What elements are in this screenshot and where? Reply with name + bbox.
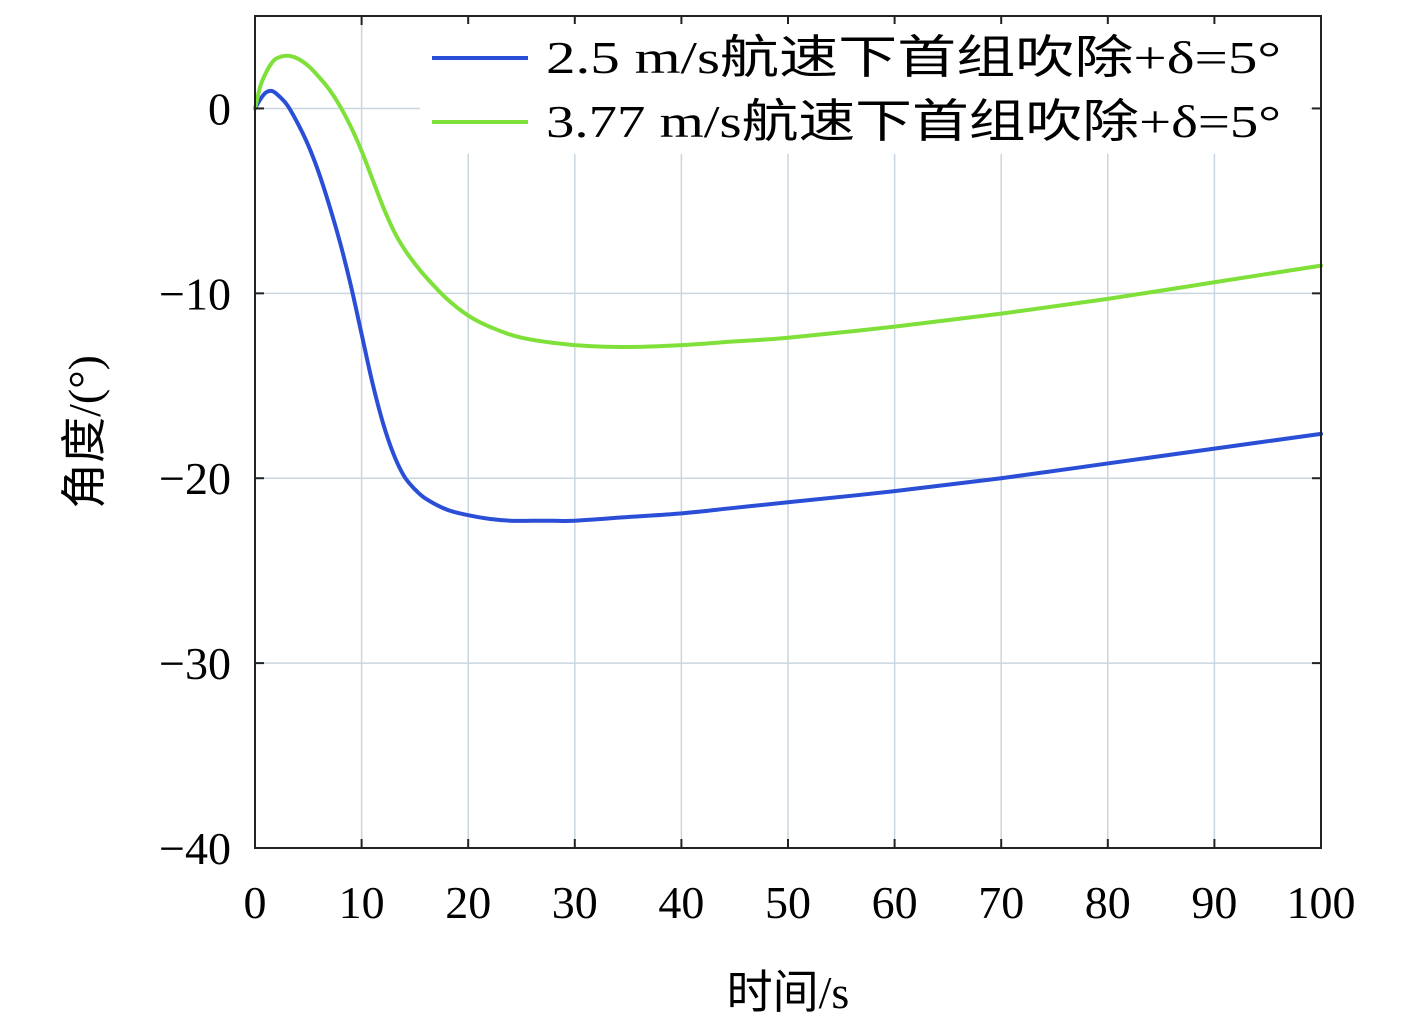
x-tick-label: 100 bbox=[1287, 877, 1356, 928]
x-tick-label: 40 bbox=[658, 877, 704, 928]
legend-label-2: 3.77 m/s航速下首组吹除+δ=5° bbox=[546, 96, 1281, 147]
x-tick-label: 70 bbox=[978, 877, 1024, 928]
x-tick-label: 0 bbox=[244, 877, 267, 928]
x-tick-label: 90 bbox=[1191, 877, 1237, 928]
y-tick-label: 0 bbox=[208, 83, 231, 134]
y-tick-label: −30 bbox=[159, 638, 231, 689]
series-line-2 bbox=[253, 53, 1323, 349]
x-tick-label: 50 bbox=[765, 877, 811, 928]
legend: 2.5 m/s航速下首组吹除+δ=5° 3.77 m/s航速下首组吹除+δ=5° bbox=[420, 24, 1310, 154]
tick-marks bbox=[254, 16, 1322, 849]
x-axis-title: 时间/s bbox=[727, 967, 850, 1018]
y-axis-title: 角度/(°) bbox=[59, 355, 110, 509]
x-tick-label: 30 bbox=[552, 877, 598, 928]
x-tick-label: 80 bbox=[1085, 877, 1131, 928]
y-tick-label: −10 bbox=[159, 268, 231, 319]
series-lines bbox=[253, 53, 1323, 524]
legend-background bbox=[420, 24, 1310, 154]
series-line-1 bbox=[253, 88, 1323, 524]
y-tick-label: −40 bbox=[159, 823, 231, 874]
x-tick-label: 20 bbox=[445, 877, 491, 928]
y-tick-label: −20 bbox=[159, 453, 231, 504]
x-tick-label: 60 bbox=[872, 877, 918, 928]
x-tick-labels: 0 10 20 30 40 50 60 70 80 90 100 bbox=[244, 877, 1356, 928]
x-tick-label: 10 bbox=[339, 877, 385, 928]
y-tick-labels: 0 −10 −20 −30 −40 bbox=[159, 83, 231, 874]
legend-label-1: 2.5 m/s航速下首组吹除+δ=5° bbox=[546, 32, 1281, 83]
